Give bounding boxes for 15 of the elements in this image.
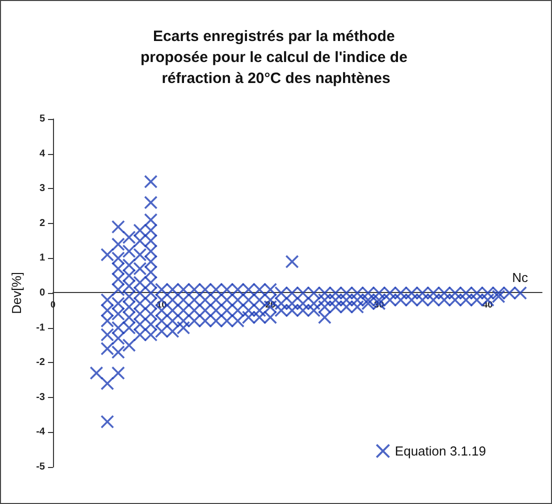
y-tick-label: -5 <box>36 462 46 472</box>
x-axis-title: Nc <box>512 270 528 285</box>
y-tick-label: -2 <box>36 357 46 368</box>
y-tick-label: 5 <box>39 114 46 124</box>
y-tick-label: -1 <box>36 322 46 334</box>
legend-label: Equation 3.1.19 <box>394 444 486 458</box>
y-tick-label: 4 <box>39 148 46 160</box>
y-tick-label: 0 <box>39 288 46 298</box>
chart-title: Ecarts enregistrés par la méthode proposée pour le calcul de l'indice de réfraction à 20°C des naphtènes <box>140 28 412 87</box>
y-axis-title: Dev[%] <box>9 272 24 314</box>
y-tick-label: -4 <box>36 426 46 438</box>
y-tick-label: 2 <box>39 218 46 229</box>
y-tick-label: 1 <box>39 252 46 264</box>
y-tick-label: 3 <box>39 183 46 194</box>
y-tick-label: -3 <box>36 392 46 403</box>
